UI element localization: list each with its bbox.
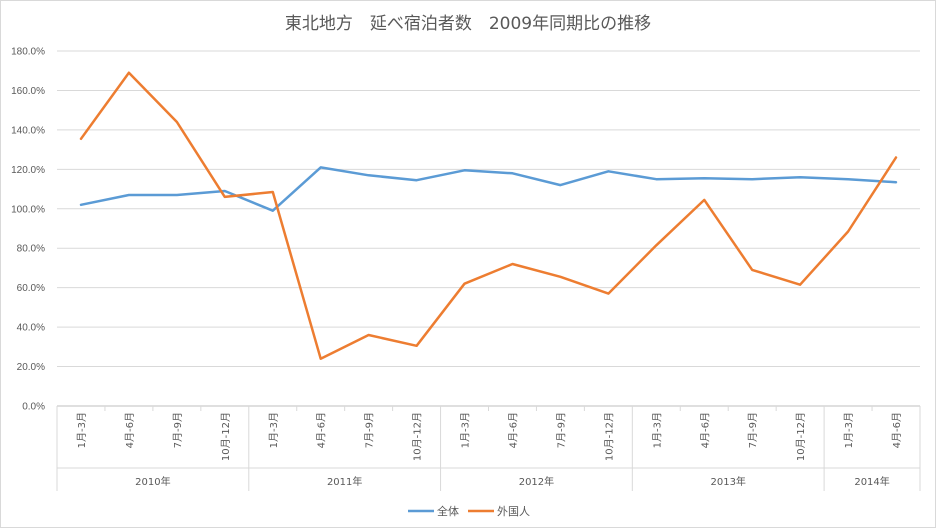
x-category-label: 10月-12月 [220,412,232,461]
series-lines [79,71,898,360]
y-tick-label: 0.0% [22,402,45,413]
x-category-label: 10月-12月 [412,412,424,461]
x-category-label: 1月-3月 [651,412,663,448]
x-category-label: 10月-12月 [603,412,615,461]
y-tick-label: 80.0% [17,244,45,255]
x-category-label: 1月-3月 [843,412,855,448]
x-group-label: 2011年 [327,475,362,488]
y-tick-label: 60.0% [17,283,45,294]
x-axis: 1月-3月 4月-6月 7月-9月 10月-12月 1月-3月 4月-6月 7月-9月 10月… [56,406,921,491]
x-group-label: 2013年 [710,475,745,488]
x-category-label: 1月-3月 [460,412,472,448]
x-category-label: 1月-3月 [76,412,88,448]
y-tick-label: 160.0% [11,86,45,97]
x-category-label: 10月-12月 [795,412,807,461]
y-tick-label: 40.0% [17,323,45,334]
x-group-label: 2010年 [135,475,170,488]
x-category-label: 7月-9月 [555,412,567,448]
x-category-label: 4月-6月 [891,412,903,448]
x-category-label: 4月-6月 [124,412,136,448]
x-group-label: 2012年 [519,475,554,488]
y-tick-label: 20.0% [17,362,45,373]
y-axis-ticks: 0.0% 20.0% 40.0% 60.0% 80.0% 100.0% 120.0% 140.… [11,47,45,413]
gridlines [57,50,920,407]
y-tick-label: 100.0% [11,204,45,215]
series-line [79,166,898,212]
x-category-label: 4月-6月 [699,412,711,448]
chart-title: 東北地方 延べ宿泊者数 2009年同期比の推移 [285,14,651,34]
x-category-label: 4月-6月 [507,412,519,448]
x-group-label: 2014年 [854,475,889,488]
y-tick-label: 120.0% [11,165,45,176]
x-category-label: 7月-9月 [364,412,376,448]
x-category-label: 1月-3月 [268,412,280,448]
x-category-label: 7月-9月 [172,412,184,448]
x-category-label: 7月-9月 [747,412,759,448]
series-line [79,71,898,360]
y-tick-label: 180.0% [11,47,45,58]
y-tick-label: 140.0% [11,125,45,136]
legend-label: 全体 [437,504,459,518]
legend-label: 外国人 [497,505,530,518]
legend: 全体 外国人 [408,504,530,518]
x-category-label: 4月-6月 [316,412,328,448]
